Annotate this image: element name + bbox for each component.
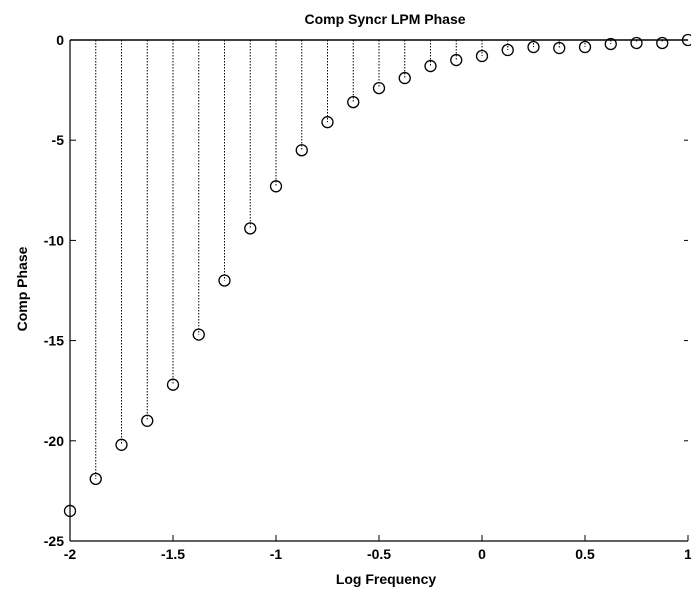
stem-marker xyxy=(450,53,463,67)
x-axis-label: Log Frequency xyxy=(336,571,437,587)
stem-marker xyxy=(115,438,128,451)
stem-marker xyxy=(89,472,102,486)
x-tick-label: 1 xyxy=(684,546,691,562)
y-tick-label: -10 xyxy=(44,232,64,248)
stem-markers xyxy=(63,33,691,518)
stem-marker xyxy=(424,59,437,73)
stem-marker xyxy=(244,222,257,235)
x-ticks: -2 -1.5 -1 -0.5 0 0.5 1 xyxy=(64,535,691,562)
stem-marker xyxy=(604,37,617,51)
stem-marker xyxy=(269,180,283,193)
y-tick-label: 0 xyxy=(56,32,64,48)
x-tick-label: 0.5 xyxy=(575,546,595,562)
stem-marker xyxy=(630,36,643,50)
y-axis-label: Comp Phase xyxy=(14,246,30,331)
stem-marker xyxy=(501,43,514,57)
y-tick-label: -20 xyxy=(44,433,64,449)
stem-marker xyxy=(372,81,386,95)
stem-marker xyxy=(141,414,154,427)
stem-marker xyxy=(218,274,231,287)
y-ticks: 0 -5 -10 -15 -20 -25 xyxy=(44,32,688,549)
x-tick-label: -1 xyxy=(270,546,283,562)
x-tick-label: -2 xyxy=(64,546,77,562)
stem-marker xyxy=(321,116,334,129)
x-tick-label: -1.5 xyxy=(161,546,185,562)
stem-marker xyxy=(475,49,489,63)
chart-title: Comp Syncr LPM Phase xyxy=(304,11,465,27)
x-tick-label: 0 xyxy=(478,546,486,562)
stem-marker xyxy=(166,378,180,391)
y-tick-label: -25 xyxy=(44,533,64,549)
stem-marker xyxy=(656,36,669,50)
stem-marker xyxy=(681,33,691,47)
stem-lines xyxy=(69,40,663,511)
stem-marker xyxy=(398,71,411,85)
x-tick-label: -0.5 xyxy=(367,546,391,562)
stem-marker xyxy=(347,95,360,109)
stem-marker xyxy=(295,144,308,157)
stem-marker xyxy=(527,40,540,54)
stem-marker xyxy=(553,41,566,55)
stem-marker xyxy=(578,40,592,54)
stem-marker xyxy=(192,328,205,341)
y-tick-label: -15 xyxy=(44,333,64,349)
y-tick-label: -5 xyxy=(52,132,65,148)
